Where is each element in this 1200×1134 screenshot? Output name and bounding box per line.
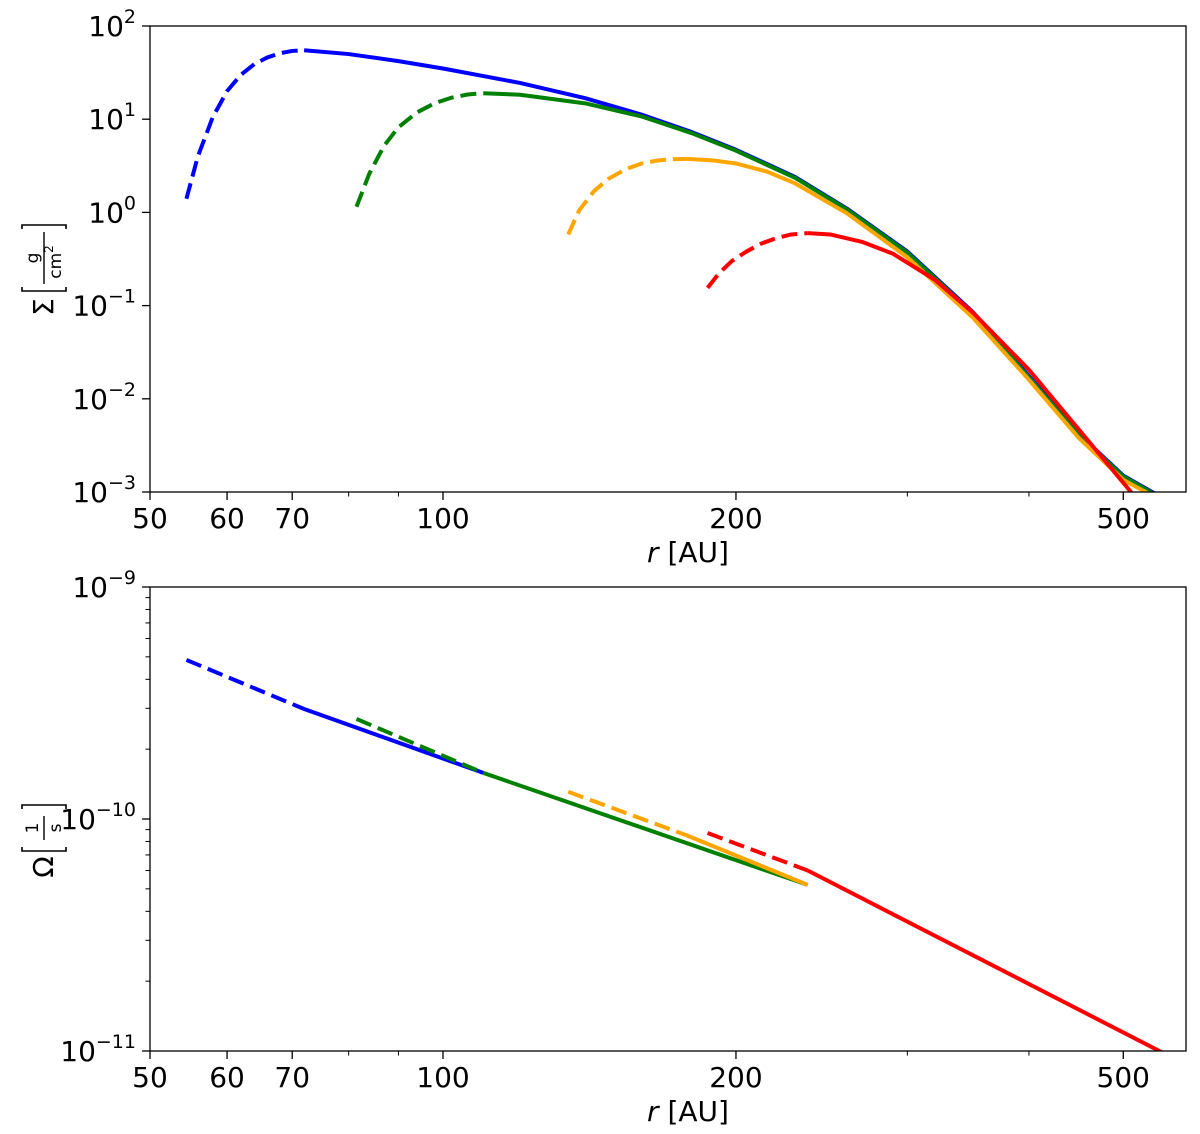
omega-x-tick-label: 60 — [209, 1061, 245, 1094]
omega-series-1-dashed-line — [185, 658, 305, 711]
sigma-series-1-dashed-line — [184, 48, 305, 200]
omega-x-tick-label: 50 — [132, 1061, 168, 1094]
omega-x-tick-label: 200 — [709, 1061, 762, 1094]
sigma-series-4-solid-line — [807, 231, 1134, 492]
sigma-y-tick-label: 100 — [88, 192, 136, 229]
sigma-x-tick-label: 50 — [132, 502, 168, 535]
omega-x-tick-label: 100 — [416, 1061, 469, 1094]
omega-x-tick-label: 70 — [274, 1061, 310, 1094]
sigma-plot-frame — [149, 25, 1187, 493]
sigma-x-tick-label: 60 — [209, 502, 245, 535]
svg-text:cm2: cm2 — [42, 245, 66, 279]
sigma-y-tick-label: 102 — [88, 6, 136, 43]
svg-text:g: g — [23, 253, 43, 264]
omega-series-2-solid-line — [482, 771, 809, 887]
svg-text:1: 1 — [23, 823, 43, 834]
sigma-panel: 50 60 70 100 200 500 102 101 100 10−1 10−2 10−3 r [A… — [21, 6, 1187, 569]
omega-y-tick-label: 10−11 — [60, 1031, 136, 1068]
omega-series-4-solid-line — [806, 868, 1164, 1051]
svg-text:s: s — [46, 823, 66, 832]
sigma-y-tick-label: 10−2 — [72, 379, 136, 416]
omega-y-tick-label: 10−9 — [72, 567, 136, 604]
omega-series-3-solid-line — [685, 833, 809, 887]
sigma-series-group — [184, 48, 1157, 492]
sigma-x-axis-label: r [AU] — [647, 536, 729, 569]
sigma-series-3-solid-line — [686, 156, 1150, 492]
sigma-x-tick-label: 500 — [1097, 502, 1150, 535]
sigma-x-tick-label: 200 — [709, 502, 762, 535]
sigma-series-4-dashed-line — [705, 231, 808, 290]
svg-text:Ω: Ω — [27, 856, 60, 877]
sigma-y-tick-label: 101 — [88, 99, 136, 136]
sigma-y-axis-label: Σg cm2 — [21, 224, 67, 316]
sigma-series-2-dashed-line — [354, 91, 484, 208]
sigma-x-tick-label: 70 — [274, 502, 310, 535]
sigma-series-3-dashed-line — [566, 156, 687, 236]
sigma-x-tick-label: 100 — [416, 502, 469, 535]
omega-x-axis-label: r [AU] — [647, 1095, 729, 1128]
omega-series-4-dashed-line — [706, 831, 809, 873]
omega-series-3-dashed-line — [567, 789, 688, 838]
omega-series-group — [185, 658, 1164, 1051]
omega-x-tick-label: 500 — [1097, 1061, 1150, 1094]
omega-y-axis-label: Ω 1 s — [21, 804, 67, 878]
sigma-y-tick-label: 10−3 — [72, 472, 136, 509]
omega-panel: 50 60 70 100 200 500 10−9 10−10 10−11 r [AU] Ω 1 s — [21, 567, 1187, 1128]
omega-y-tick-label: 10−10 — [60, 799, 136, 836]
svg-text:Σ: Σ — [27, 298, 60, 316]
sigma-y-tick-label: 10−1 — [72, 286, 136, 323]
